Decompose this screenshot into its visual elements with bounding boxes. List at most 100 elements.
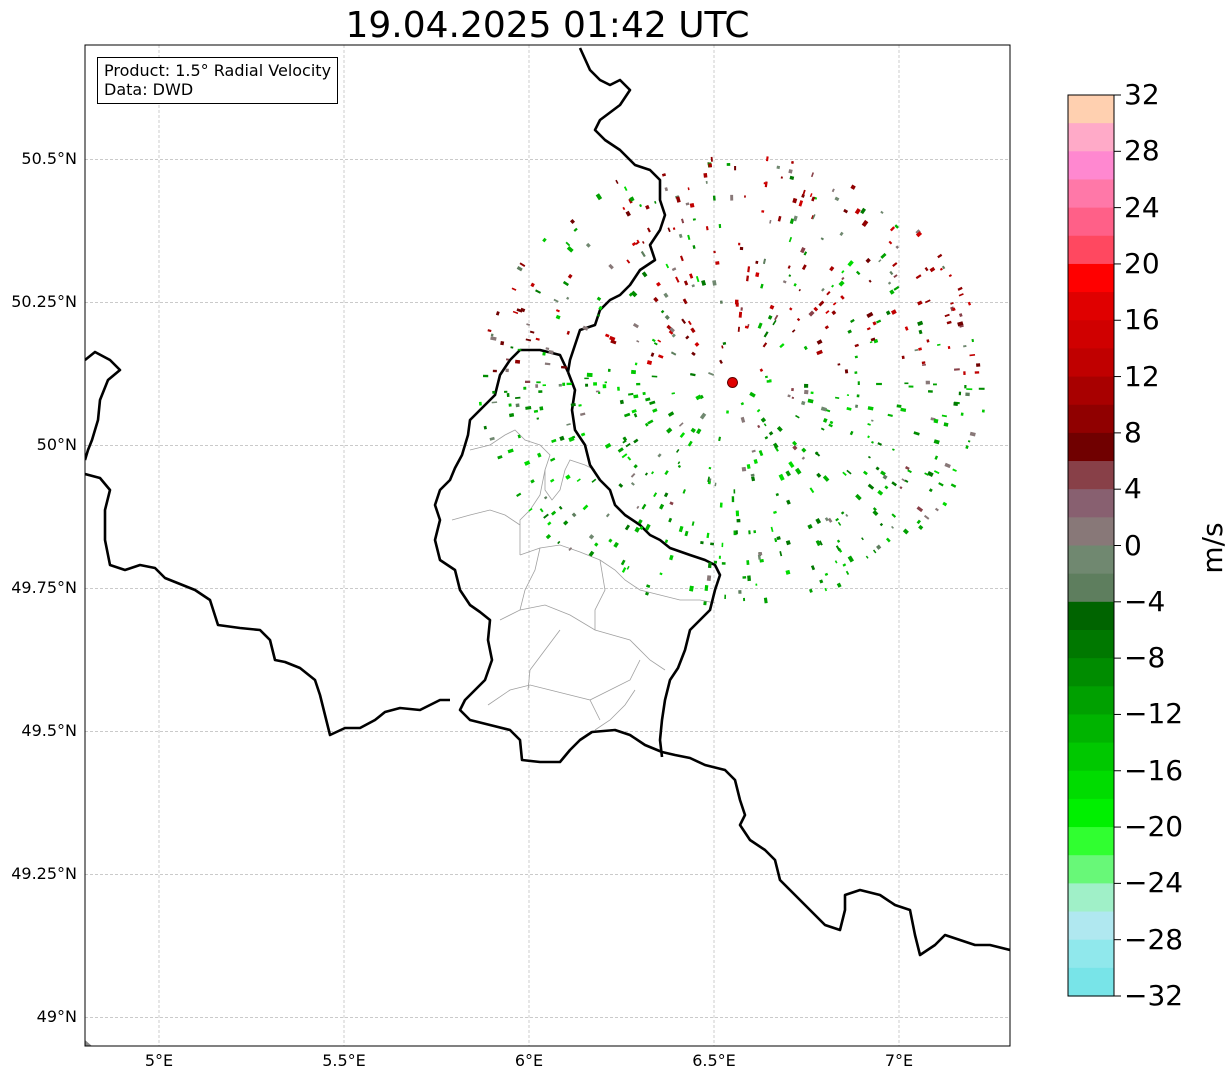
radar-echo (570, 402, 576, 407)
radar-echo (794, 467, 802, 475)
radar-echo (630, 481, 635, 486)
radar-echo (860, 207, 867, 215)
radar-echo (623, 412, 631, 418)
radar-echo (746, 275, 749, 282)
radar-echo (570, 219, 576, 225)
radar-echo (895, 245, 899, 249)
colorbar-tick-label: −28 (1124, 922, 1184, 956)
radar-echo (735, 510, 740, 517)
radar-echo (506, 393, 510, 397)
radar-echo (854, 343, 859, 348)
radar-echo (687, 234, 691, 241)
colorbar-segment (1068, 939, 1114, 969)
radar-echo (804, 389, 809, 395)
radar-echo (763, 597, 768, 604)
radar-echo (767, 314, 773, 320)
radar-echo (803, 251, 808, 256)
radar-echo (916, 519, 921, 525)
radar-echo (692, 245, 696, 249)
radar-echo (847, 555, 854, 563)
radar-echo (651, 375, 658, 378)
radar-echo (664, 470, 669, 476)
radar-echo (585, 242, 591, 248)
radar-echo (539, 406, 544, 411)
radar-echo (888, 240, 893, 245)
radar-echo (633, 394, 639, 399)
radar-echo (759, 368, 764, 373)
border-line (85, 350, 122, 461)
radar-echo (969, 431, 976, 437)
radar-echo (692, 218, 696, 221)
radar-echo (792, 445, 798, 451)
radar-echo (687, 320, 692, 326)
radar-echo (647, 419, 654, 425)
radar-echo (762, 258, 767, 265)
radar-echo (722, 341, 727, 346)
colorbar-tick-label: 12 (1124, 359, 1160, 393)
radar-echo (893, 285, 900, 291)
radar-echo (936, 343, 941, 346)
radar-echo (671, 267, 677, 272)
radar-echo (776, 426, 783, 433)
radar-echo (622, 436, 628, 442)
radar-echo (899, 486, 903, 490)
lat-tick-label: 50.25°N (11, 292, 77, 312)
colorbar-segment (1068, 432, 1114, 462)
colorbar-segment (1068, 123, 1114, 152)
radar-echo (664, 314, 670, 320)
radar-echo (855, 493, 862, 501)
source-text: Data: DWD (104, 80, 194, 99)
radar-echo (719, 300, 723, 304)
radar-echo (825, 310, 830, 314)
radar-echo (809, 193, 813, 198)
radar-echo (801, 400, 806, 406)
radar-echo (866, 327, 871, 331)
radar-echo (763, 182, 768, 185)
radar-echo (770, 526, 774, 533)
radar-echo (890, 309, 897, 315)
radar-echo (775, 492, 779, 497)
radar-echo (918, 524, 924, 530)
radar-echo (749, 391, 756, 398)
lat-tick-label: 49.25°N (11, 864, 77, 884)
radar-echo (950, 483, 957, 488)
radar-echo (653, 342, 658, 346)
radar-echo (551, 510, 557, 516)
radar-echo (737, 326, 740, 332)
radar-echo (842, 471, 847, 476)
radar-echo (872, 321, 877, 326)
radar-echo (735, 530, 738, 535)
lon-tick-label: 6.5°E (692, 1051, 736, 1070)
radar-echo (495, 311, 500, 316)
colorbar-segment (1068, 320, 1114, 350)
lat-tick-label: 49.75°N (11, 578, 77, 598)
radar-echo (634, 362, 638, 366)
radar-echo (785, 470, 791, 477)
colorbar-segment (1068, 376, 1114, 406)
radar-echo (750, 473, 755, 477)
radar-echo (927, 471, 934, 477)
radar-echo (490, 333, 494, 337)
radar-echo (734, 166, 737, 171)
colorbar-tick-label: 8 (1124, 415, 1142, 449)
radar-echo (668, 517, 673, 523)
radar-echo (685, 335, 690, 340)
radar-echo (854, 371, 858, 374)
radar-echo (739, 246, 744, 251)
lon-tick-label: 7°E (884, 1051, 914, 1070)
radar-echo (542, 237, 547, 243)
radar-echo (712, 195, 716, 201)
radar-echo (591, 478, 597, 483)
radar-echo (508, 403, 512, 407)
radar-echo (976, 363, 981, 367)
radar-echo (870, 337, 876, 342)
colorbar-segment (1068, 207, 1114, 237)
radar-echo (651, 338, 656, 343)
radar-echo (915, 229, 921, 235)
radar-echo (636, 340, 640, 343)
radar-echo (695, 275, 700, 283)
colorbar-tick-label: 24 (1124, 190, 1160, 224)
radar-echo (565, 474, 571, 480)
radar-echo (544, 362, 551, 366)
radar-echo (675, 448, 680, 453)
